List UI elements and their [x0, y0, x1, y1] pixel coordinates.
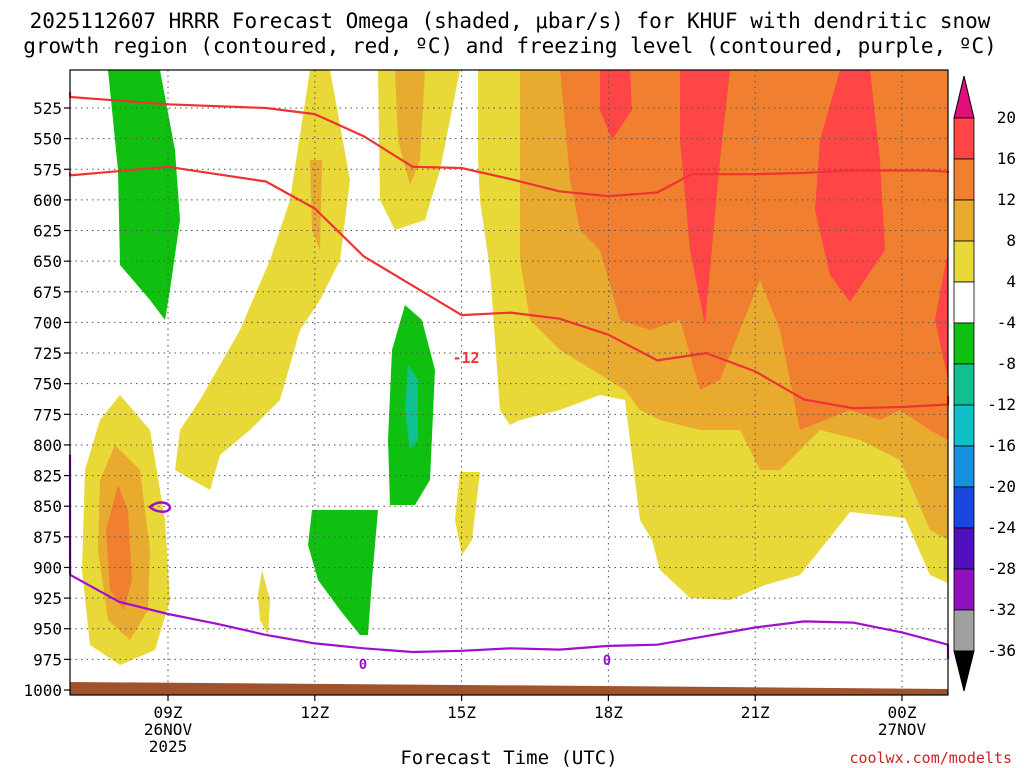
y-tick-label-625: 625 — [33, 222, 62, 241]
y-axis: 525 550 575 600 625 650 675 700 725 750 775 800 825 8… — [23, 99, 70, 700]
colorbar-swatch-3 — [953, 240, 975, 283]
y-tick-label-675: 675 — [33, 283, 62, 302]
colorbar-swatch-9 — [953, 486, 975, 529]
colorbar-top-arrow — [953, 75, 975, 119]
colorbar-swatch-12 — [953, 609, 975, 652]
omega-region-orange-narrow — [310, 160, 322, 250]
y-tick-label-700: 700 — [33, 313, 62, 332]
x-tick-year-2025: 2025 — [149, 737, 188, 756]
colorbar-label-10: -24 — [987, 518, 1016, 537]
colorbar-swatch-8 — [953, 445, 975, 488]
y-tick-label-750: 750 — [33, 375, 62, 394]
colorbar-swatch-1 — [953, 158, 975, 201]
y-tick-label-800: 800 — [33, 436, 62, 455]
y-tick-label-725: 725 — [33, 344, 62, 363]
y-tick-label-875: 875 — [33, 528, 62, 547]
omega-region-green-left — [108, 70, 180, 320]
colorbar-swatch-5 — [953, 322, 975, 365]
y-tick-label-925: 925 — [33, 589, 62, 608]
chart-title-line1: 2025112607 HRRR Forecast Omega (shaded, … — [30, 9, 991, 33]
y-tick-label-525: 525 — [33, 99, 62, 118]
colorbar-label-8: -16 — [987, 436, 1016, 455]
colorbar-swatch-0 — [953, 117, 975, 160]
colorbar-label-13: -36 — [987, 641, 1016, 660]
chart-title-line2: growth region (contoured, red, ºC) and f… — [23, 34, 997, 58]
y-tick-label-825: 825 — [33, 467, 62, 486]
terrain-ground — [70, 682, 948, 695]
colorbar-bottom-arrow — [953, 650, 975, 692]
contour-label-zero-a: 0 — [359, 657, 367, 673]
y-tick-label-550: 550 — [33, 130, 62, 149]
x-tick-label-00Z: 00Z — [888, 703, 917, 722]
colorbar-label-12: -32 — [987, 600, 1016, 619]
omega-shading — [82, 70, 948, 665]
colorbar-label-7: -12 — [987, 395, 1016, 414]
colorbar-swatch-11 — [953, 568, 975, 611]
x-axis-label: Forecast Time (UTC) — [400, 747, 617, 768]
colorbar-swatch-4 — [953, 281, 975, 324]
colorbar-swatch-7 — [953, 404, 975, 447]
omega-region-sliver-1 — [258, 570, 270, 635]
x-tick-date-27NOV: 27NOV — [878, 720, 927, 739]
y-tick-label-950: 950 — [33, 620, 62, 639]
x-tick-date-26NOV: 26NOV — [144, 720, 193, 739]
y-tick-label-600: 600 — [33, 191, 62, 210]
y-tick-label-900: 900 — [33, 558, 62, 577]
omega-region-red-3 — [815, 70, 885, 302]
contour-labels: -12 0 0 — [359, 349, 611, 673]
y-tick-label-975: 975 — [33, 650, 62, 669]
colorbar: 20 16 12 8 4 -4 -8 -12 -16 -20 -24 -28 -32 -36 — [953, 75, 1016, 692]
colorbar-swatch-10 — [953, 527, 975, 570]
omega-region-sliver-2 — [455, 472, 480, 555]
colorbar-label-4: 4 — [1006, 272, 1016, 291]
colorbar-label-3: 8 — [1006, 231, 1016, 250]
colorbar-swatch-2 — [953, 199, 975, 242]
colorbar-label-2: 12 — [997, 190, 1016, 209]
y-tick-label-775: 775 — [33, 405, 62, 424]
omega-region-red-4 — [935, 250, 948, 380]
x-tick-label-18Z: 18Z — [594, 703, 623, 722]
colorbar-label-9: -20 — [987, 477, 1016, 496]
x-tick-label-09Z: 09Z — [154, 703, 183, 722]
x-tick-label-21Z: 21Z — [741, 703, 770, 722]
colorbar-swatch-6 — [953, 363, 975, 406]
y-tick-label-1000: 1000 — [23, 681, 62, 700]
y-tick-label-575: 575 — [33, 160, 62, 179]
contour-series-1 — [68, 165, 950, 410]
colorbar-label-11: -28 — [987, 559, 1016, 578]
contour-series-0 — [68, 92, 950, 198]
colorbar-label-0: 20 — [997, 108, 1016, 127]
colorbar-label-6: -8 — [997, 354, 1016, 373]
y-tick-label-650: 650 — [33, 252, 62, 271]
x-tick-label-15Z: 15Z — [447, 703, 476, 722]
credit-text: coolwx.com/modelts — [849, 749, 1012, 767]
omega-region-deep-orange-left — [106, 485, 132, 610]
colorbar-label-1: 16 — [997, 149, 1016, 168]
colorbar-label-5: -4 — [997, 313, 1016, 332]
omega-region-orange-top — [395, 70, 425, 185]
omega-region-yellow-band — [175, 70, 350, 490]
freezing-level-loop — [148, 501, 172, 513]
omega-region-green-mid — [308, 510, 378, 635]
y-tick-label-850: 850 — [33, 497, 62, 516]
contour-lines — [68, 92, 950, 660]
grid-lines — [70, 70, 948, 695]
contour-label-minus12: -12 — [452, 349, 479, 367]
omega-region-teal — [405, 365, 418, 450]
plot-area: -12 0 0 — [68, 69, 950, 696]
plot-border — [69, 69, 949, 696]
contour-label-zero-b: 0 — [603, 653, 611, 669]
x-tick-label-12Z: 12Z — [300, 703, 329, 722]
contour-series-2 — [68, 454, 950, 660]
